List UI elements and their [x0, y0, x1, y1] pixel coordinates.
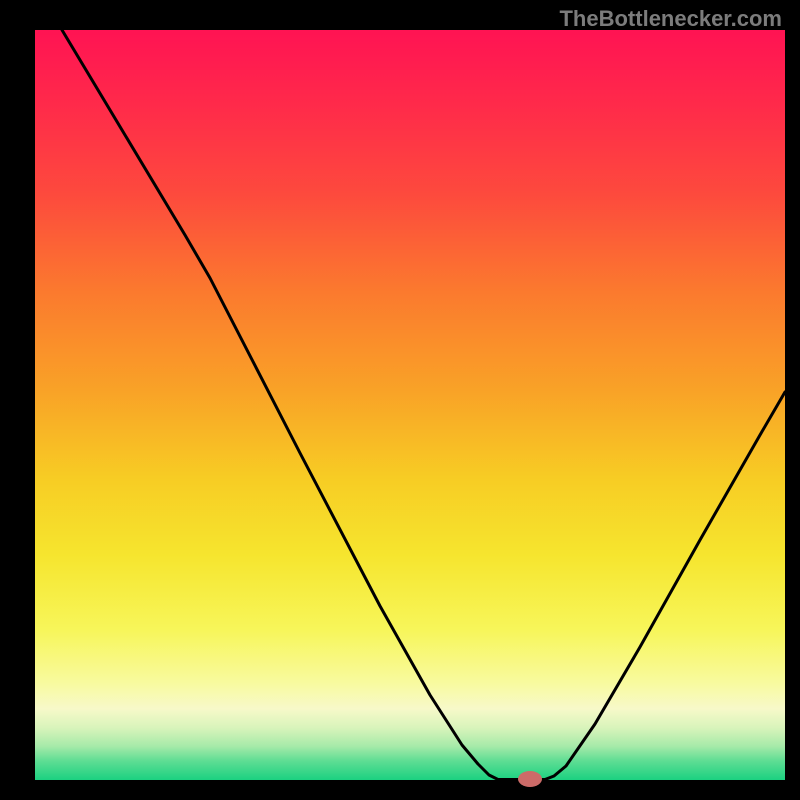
- frame-left: [0, 0, 35, 800]
- chart-stage: TheBottlenecker.com: [0, 0, 800, 800]
- frame-right: [785, 0, 800, 800]
- plot-svg: [35, 30, 785, 780]
- bottleneck-curve-plot: [35, 30, 785, 780]
- optimal-point-marker: [518, 771, 542, 787]
- frame-bottom: [0, 792, 800, 800]
- gradient-background: [35, 30, 785, 780]
- frame-gap-below-plot: [0, 780, 800, 792]
- watermark-text: TheBottlenecker.com: [559, 6, 782, 32]
